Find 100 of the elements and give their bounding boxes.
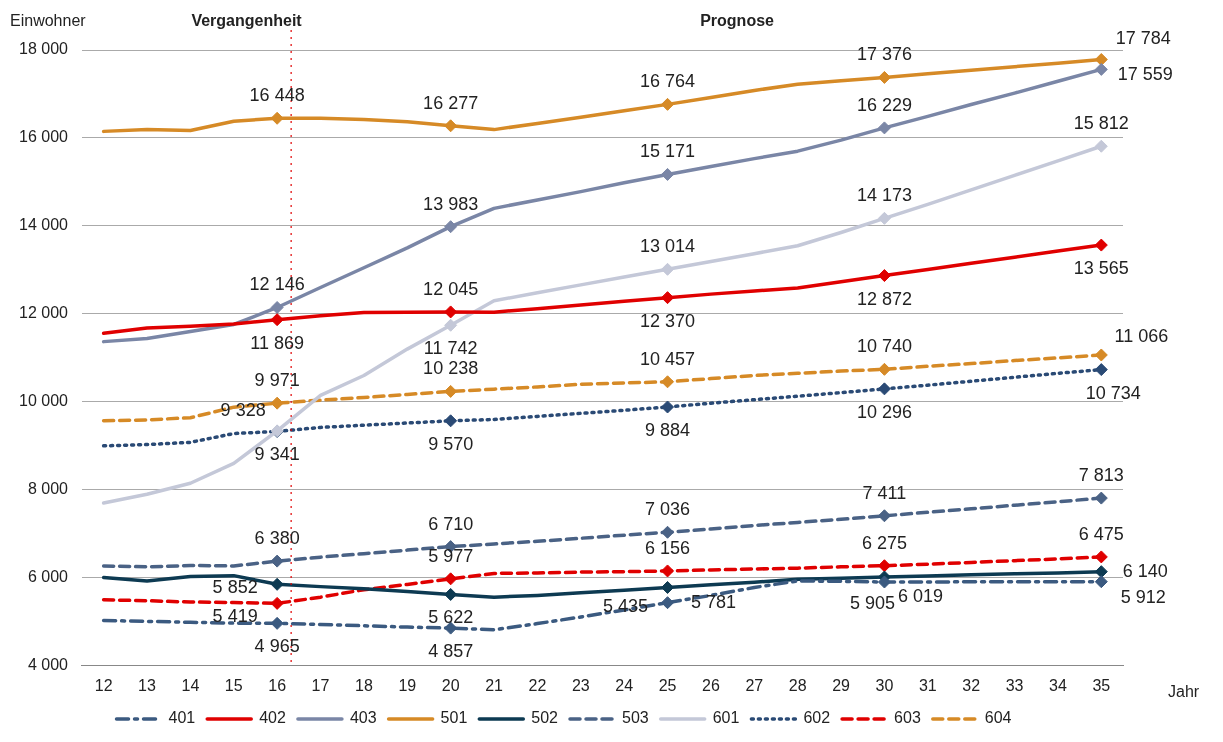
point [444, 384, 458, 398]
point [877, 70, 891, 84]
point [270, 554, 284, 568]
point [444, 305, 458, 319]
point [877, 269, 891, 283]
y-tick-label: 14 000 [19, 216, 69, 234]
point [270, 313, 284, 327]
data-label: 10 238 [423, 358, 479, 379]
point [661, 596, 675, 610]
text: Prognose [700, 12, 775, 30]
point [1094, 575, 1108, 589]
legend-label: 601 [712, 709, 740, 727]
point [877, 575, 891, 589]
point [1094, 550, 1108, 564]
data-label: 5 977 [428, 545, 474, 566]
x-tick-label: 22 [528, 676, 547, 694]
data-label: 11 742 [423, 338, 478, 359]
data-label: 9 341 [254, 443, 300, 464]
point [661, 262, 675, 276]
data-label: 7 036 [645, 499, 691, 520]
data-label: 16 764 [640, 71, 696, 92]
data-label: 12 370 [640, 310, 696, 331]
data-label: 10 734 [1085, 382, 1141, 403]
data-label: 17 784 [1115, 28, 1171, 49]
y-tick-label: 18 000 [19, 40, 69, 58]
data-label: 4 965 [254, 636, 300, 657]
legend-label: 402 [259, 709, 287, 727]
x-tick-label: 35 [1092, 676, 1111, 694]
data-label: 12 146 [249, 274, 305, 295]
x-tick-label: 20 [441, 676, 460, 694]
data-label: 11 869 [250, 332, 304, 353]
x-tick-label: 31 [918, 676, 937, 694]
x-tick-label: 32 [962, 676, 981, 694]
x-axis-title: Jahr [1168, 683, 1200, 701]
data-label: 16 277 [423, 92, 479, 113]
data-label: 11 066 [1114, 325, 1169, 346]
y-tick-label: 8 000 [27, 480, 69, 498]
data-label: 5 905 [849, 592, 895, 613]
x-tick-label: 17 [311, 676, 330, 694]
point [1094, 53, 1108, 66]
x-tick-label: 29 [832, 676, 851, 694]
point [444, 414, 458, 428]
data-label: 13 565 [1073, 258, 1129, 279]
point [877, 362, 891, 376]
x-tick-label: 25 [658, 676, 677, 694]
point [1094, 348, 1108, 362]
point [661, 564, 675, 578]
x-tick-label: 18 [354, 676, 373, 694]
point [661, 291, 675, 305]
point [877, 559, 891, 573]
data-label: 5 622 [428, 607, 474, 628]
point [877, 382, 891, 396]
data-label: 13 014 [640, 236, 696, 257]
data-label: 9 570 [428, 433, 474, 454]
point [444, 572, 458, 586]
point [661, 167, 675, 181]
point [1094, 139, 1108, 153]
data-label: 6 275 [861, 532, 907, 553]
data-label: 16 229 [856, 94, 912, 115]
data-label: 6 380 [254, 528, 300, 549]
y-tick-label: 6 000 [27, 568, 69, 586]
y-tick-label: 12 000 [19, 304, 69, 322]
data-label: 17 376 [856, 44, 912, 65]
point [661, 580, 675, 594]
legend-label: 501 [440, 709, 468, 727]
legend-label: 604 [984, 709, 1012, 727]
data-label: 6 710 [428, 513, 474, 534]
legend-label: 503 [622, 709, 649, 727]
point [661, 400, 675, 414]
x-tick-label: 26 [702, 676, 720, 694]
data-label: 16 448 [249, 85, 305, 106]
point [1094, 565, 1108, 579]
x-tick-label: 27 [745, 676, 764, 694]
text: Vergangenheit [191, 12, 303, 30]
point [444, 318, 458, 332]
point [444, 587, 458, 601]
point [270, 111, 284, 125]
data-label: 14 173 [856, 185, 912, 206]
y-tick-label: 10 000 [19, 392, 69, 410]
data-label: 13 983 [423, 193, 479, 214]
data-label: 4 857 [428, 641, 474, 662]
point [661, 525, 675, 539]
point [877, 509, 891, 523]
data-label: 17 559 [1117, 64, 1173, 85]
data-label: 15 812 [1073, 113, 1129, 134]
data-label: 10 740 [856, 336, 912, 357]
point [444, 119, 458, 133]
x-tick-label: 21 [485, 676, 504, 694]
x-tick-label: 13 [138, 676, 156, 694]
data-label: 7 813 [1078, 465, 1124, 486]
point [1094, 363, 1108, 377]
point [270, 396, 284, 410]
point [661, 375, 675, 389]
point [270, 596, 284, 610]
x-tick-label: 12 [94, 676, 113, 694]
data-label: 6 019 [897, 585, 943, 606]
point [270, 616, 284, 630]
point [444, 220, 458, 234]
y-tick-label: 4 000 [27, 656, 69, 674]
data-label: 5 852 [212, 577, 258, 598]
